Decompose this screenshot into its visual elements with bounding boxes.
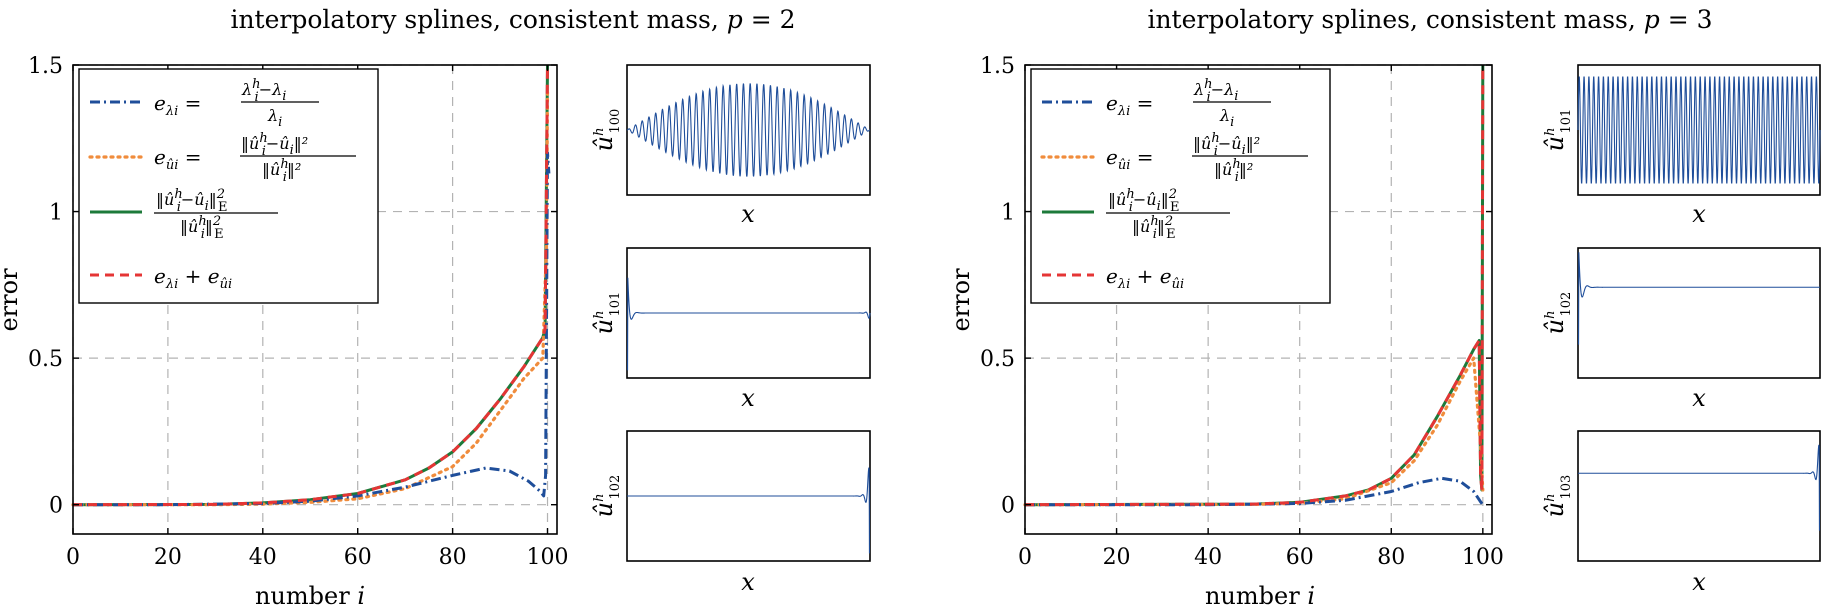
inset-ylabel: ûh102 bbox=[590, 475, 623, 518]
legend-box bbox=[1030, 68, 1331, 304]
series-line-e-lambda bbox=[1025, 476, 1484, 507]
x-tick-label: 40 bbox=[249, 545, 277, 570]
x-tick-label: 20 bbox=[1103, 545, 1131, 570]
svg-text:eλi =: eλi = bbox=[154, 91, 201, 119]
inset-ylabel: ûh101 bbox=[1541, 109, 1574, 152]
inset-mode-line bbox=[1577, 76, 1821, 184]
inset-mode-line bbox=[1577, 252, 1820, 345]
x-tick-label: 0 bbox=[66, 545, 80, 570]
svg-text:eûi =: eûi = bbox=[1106, 145, 1154, 173]
plot-frame bbox=[72, 64, 558, 535]
x-tick-label: 80 bbox=[439, 545, 467, 570]
panel-p2: interpolatory splines, consistent mass, … bbox=[0, 5, 871, 609]
inset-ylabel: ûh102 bbox=[1541, 292, 1574, 335]
series-lines bbox=[1023, 64, 1485, 507]
series-line-sum bbox=[1024, 64, 1485, 507]
series-lines bbox=[71, 64, 551, 507]
y-tick-label: 1.5 bbox=[980, 54, 1015, 79]
svg-text:eλi =: eλi = bbox=[1106, 91, 1153, 119]
inset-3: ûh102 x bbox=[590, 430, 871, 596]
y-axis-label: error bbox=[947, 268, 975, 332]
panel-p3: interpolatory splines, consistent mass, … bbox=[947, 5, 1821, 609]
x-tick-label: 60 bbox=[344, 545, 372, 570]
x-tick-label: 60 bbox=[1286, 545, 1314, 570]
svg-text:eûi =: eûi = bbox=[154, 145, 202, 173]
inset-curve bbox=[1578, 444, 1821, 531]
x-tick-label: 100 bbox=[527, 545, 569, 570]
y-tick-label: 1 bbox=[1001, 201, 1015, 226]
inset-ylabel: ûh100 bbox=[590, 109, 623, 152]
inset-xlabel: x bbox=[1692, 384, 1706, 412]
inset-ylabel: ûh101 bbox=[590, 292, 623, 335]
series-line-e-u bbox=[1023, 356, 1485, 507]
y-tick-label: 0 bbox=[1001, 494, 1015, 519]
x-ticks: 0 20 40 60 80 100 bbox=[1018, 65, 1504, 570]
inset-xlabel: x bbox=[741, 384, 755, 412]
legend: eλi = λh i−λi λi eûi = ‖ûh i−ûi‖² ‖ûh i‖² ‖… bbox=[1030, 68, 1331, 304]
x-axis-label: number i bbox=[1205, 582, 1315, 609]
x-tick-label: 20 bbox=[154, 545, 182, 570]
legend: eλi = λh i−λi λi eûi = ‖ûh i−ûi‖² ‖ûh i‖² ‖… bbox=[78, 68, 379, 304]
y-tick-label: 0.5 bbox=[28, 347, 63, 372]
inset-mode-line bbox=[1578, 444, 1821, 531]
inset-xlabel: x bbox=[741, 200, 755, 228]
x-tick-label: 80 bbox=[1377, 545, 1405, 570]
inset-curve bbox=[626, 277, 871, 371]
series-line-e-lambda bbox=[73, 151, 551, 507]
svg-text:‖ûhi‖2E: ‖ûh i‖2 E bbox=[1132, 214, 1176, 242]
legend-box bbox=[78, 68, 379, 304]
inset-ylabel: ûh103 bbox=[1541, 475, 1574, 518]
x-tick-label: 100 bbox=[1462, 545, 1504, 570]
plot-frame bbox=[1024, 64, 1493, 535]
chart-title: interpolatory splines, consistent mass, … bbox=[230, 5, 795, 34]
y-axis-label: error bbox=[0, 268, 23, 332]
series-line-sum bbox=[72, 64, 549, 507]
inset-mode-line bbox=[626, 277, 871, 371]
x-tick-label: 0 bbox=[1018, 545, 1032, 570]
x-tick-label: 40 bbox=[1194, 545, 1222, 570]
inset-2: ûh102 x bbox=[1541, 247, 1821, 412]
inset-mode-line bbox=[627, 467, 871, 554]
inset-1: ûh101 x bbox=[1541, 64, 1821, 228]
inset-curve bbox=[627, 467, 871, 554]
y-tick-label: 1 bbox=[49, 201, 63, 226]
y-tick-label: 0 bbox=[49, 494, 63, 519]
x-ticks: 0 20 40 60 80 100 bbox=[66, 65, 569, 570]
inset-curve bbox=[626, 83, 871, 177]
inset-2: ûh101 x bbox=[590, 247, 871, 412]
chart-title: interpolatory splines, consistent mass, … bbox=[1147, 5, 1712, 34]
inset-curve bbox=[1577, 252, 1820, 345]
y-tick-label: 0.5 bbox=[980, 347, 1015, 372]
y-ticks: 0 0.5 1 1.5 bbox=[28, 54, 557, 519]
y-tick-label: 1.5 bbox=[28, 54, 63, 79]
inset-1: ûh100 x bbox=[590, 64, 871, 228]
y-ticks: 0 0.5 1 1.5 bbox=[980, 54, 1492, 519]
inset-xlabel: x bbox=[741, 568, 755, 596]
inset-3: ûh103 x bbox=[1541, 430, 1821, 596]
inset-curve bbox=[1577, 76, 1821, 184]
inset-mode-line bbox=[626, 83, 871, 177]
inset-xlabel: x bbox=[1692, 200, 1706, 228]
inset-xlabel: x bbox=[1692, 568, 1706, 596]
x-axis-label: number i bbox=[255, 582, 365, 609]
